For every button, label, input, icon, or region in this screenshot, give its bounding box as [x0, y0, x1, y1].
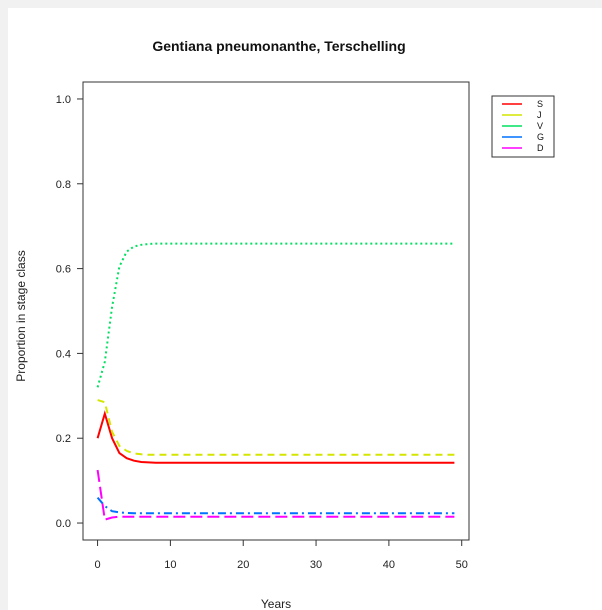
- x-tick-label: 10: [164, 559, 176, 571]
- series-line-g: [96, 496, 455, 515]
- series-line-d: [96, 469, 455, 521]
- chart-title: Gentiana pneumonanthe, Terschelling: [152, 38, 405, 54]
- legend-label-g: G: [537, 132, 544, 142]
- x-tick-label: 30: [310, 559, 322, 571]
- legend-label-j: J: [537, 110, 542, 120]
- x-tick-label: 40: [383, 559, 395, 571]
- y-tick-label: 0.8: [56, 179, 71, 191]
- y-tick-label: 0.2: [56, 433, 71, 445]
- y-tick-label: 0.0: [56, 518, 71, 530]
- plot-frame: [82, 81, 470, 541]
- legend-label-v: V: [537, 121, 543, 131]
- y-axis-title: Proportion in stage class: [14, 250, 28, 381]
- legend-label-s: S: [537, 99, 543, 109]
- x-tick-label: 50: [456, 559, 468, 571]
- series-line-v: [96, 242, 455, 388]
- y-tick-label: 1.0: [56, 94, 71, 106]
- series-layer: [96, 242, 455, 521]
- y-tick-label: 0.4: [56, 348, 71, 360]
- y-tick-label: 0.6: [56, 264, 71, 276]
- x-tick-label: 20: [237, 559, 249, 571]
- x-axis-title: Years: [261, 597, 291, 610]
- axes: 0 10 20 30 40 50 0.0 0.2 0.4 0.6 0.8 1.0: [56, 94, 468, 571]
- series-line-j: [97, 399, 455, 456]
- legend-box: [491, 95, 555, 158]
- x-tick-label: 0: [95, 559, 101, 571]
- legend-label-d: D: [537, 143, 544, 153]
- series-line-s: [96, 410, 455, 464]
